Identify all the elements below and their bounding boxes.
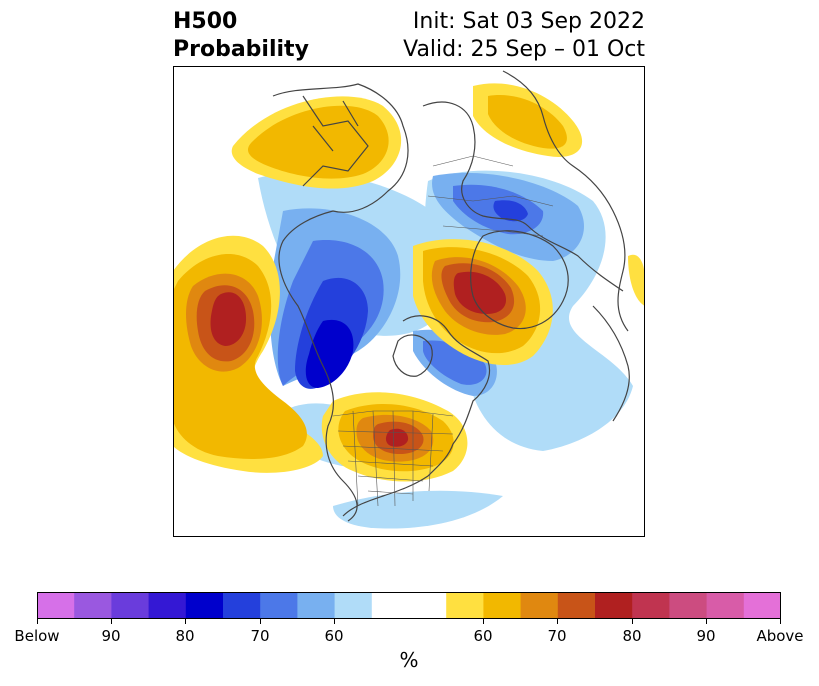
colorbar-tick-label: 90 <box>696 627 716 645</box>
colorbar-tick-label: 60 <box>324 627 344 645</box>
colorbar-tick-label: Below <box>14 627 60 645</box>
colorbar-swatch <box>706 592 745 619</box>
colorbar-tick-label: 90 <box>101 627 121 645</box>
colorbar-tick-label: 60 <box>473 627 493 645</box>
colorbar-swatch <box>74 592 112 619</box>
map-border <box>173 66 645 537</box>
colorbar-tick <box>706 619 707 624</box>
colorbar-tick <box>483 619 484 624</box>
below-normal-deep <box>305 319 354 388</box>
colorbar-tick-label: 80 <box>175 627 195 645</box>
map-panel <box>173 66 645 537</box>
coastlines <box>272 70 630 522</box>
above-normal-red <box>210 271 507 447</box>
colorbar-unit: % <box>399 648 419 672</box>
colorbar-swatch <box>446 592 484 619</box>
colorbar-swatch <box>632 592 670 619</box>
colorbar-tick-label: 70 <box>250 627 270 645</box>
title-subtitle: Probability <box>173 37 309 62</box>
colorbar-swatch <box>37 592 75 619</box>
colorbar-tick-label: Above <box>756 627 804 645</box>
colorbar-tick <box>334 619 335 624</box>
colorbar-swatch <box>520 592 559 619</box>
colorbar-swatch <box>185 592 224 619</box>
title-right: Init: Sat 03 Sep 2022 Valid: 25 Sep – 01… <box>403 8 645 64</box>
colorbar-tick-label: 70 <box>547 627 567 645</box>
colorbar-swatch <box>260 592 298 619</box>
colorbar-swatch <box>595 592 633 619</box>
colorbar-swatch <box>223 592 261 619</box>
colorbar-swatch <box>297 592 336 619</box>
colorbar-tick <box>111 619 112 624</box>
country-borders <box>332 155 554 507</box>
colorbar-tick <box>37 619 38 624</box>
title-field: H500 <box>173 9 238 34</box>
colorbar-tick <box>557 619 558 624</box>
colorbar-tick <box>185 619 186 624</box>
colorbar-swatches <box>37 592 782 619</box>
colorbar-swatch <box>743 592 782 619</box>
colorbar-swatch <box>371 592 447 619</box>
probability-map <box>173 66 645 537</box>
colorbar-tick <box>632 619 633 624</box>
colorbar-swatch <box>111 592 150 619</box>
colorbar-swatch <box>148 592 187 619</box>
colorbar-tick-label: 80 <box>622 627 642 645</box>
valid-range: Valid: 25 Sep – 01 Oct <box>403 37 645 62</box>
title-left: H500 Probability <box>173 8 309 64</box>
colorbar-swatch <box>483 592 522 619</box>
colorbar-swatch <box>669 592 708 619</box>
colorbar-tick <box>780 619 781 624</box>
colorbar-border <box>37 592 781 619</box>
colorbar <box>37 592 782 619</box>
colorbar-swatch <box>334 592 373 619</box>
init-date: Init: Sat 03 Sep 2022 <box>412 9 645 34</box>
colorbar-tick <box>260 619 261 624</box>
colorbar-swatch <box>557 592 596 619</box>
